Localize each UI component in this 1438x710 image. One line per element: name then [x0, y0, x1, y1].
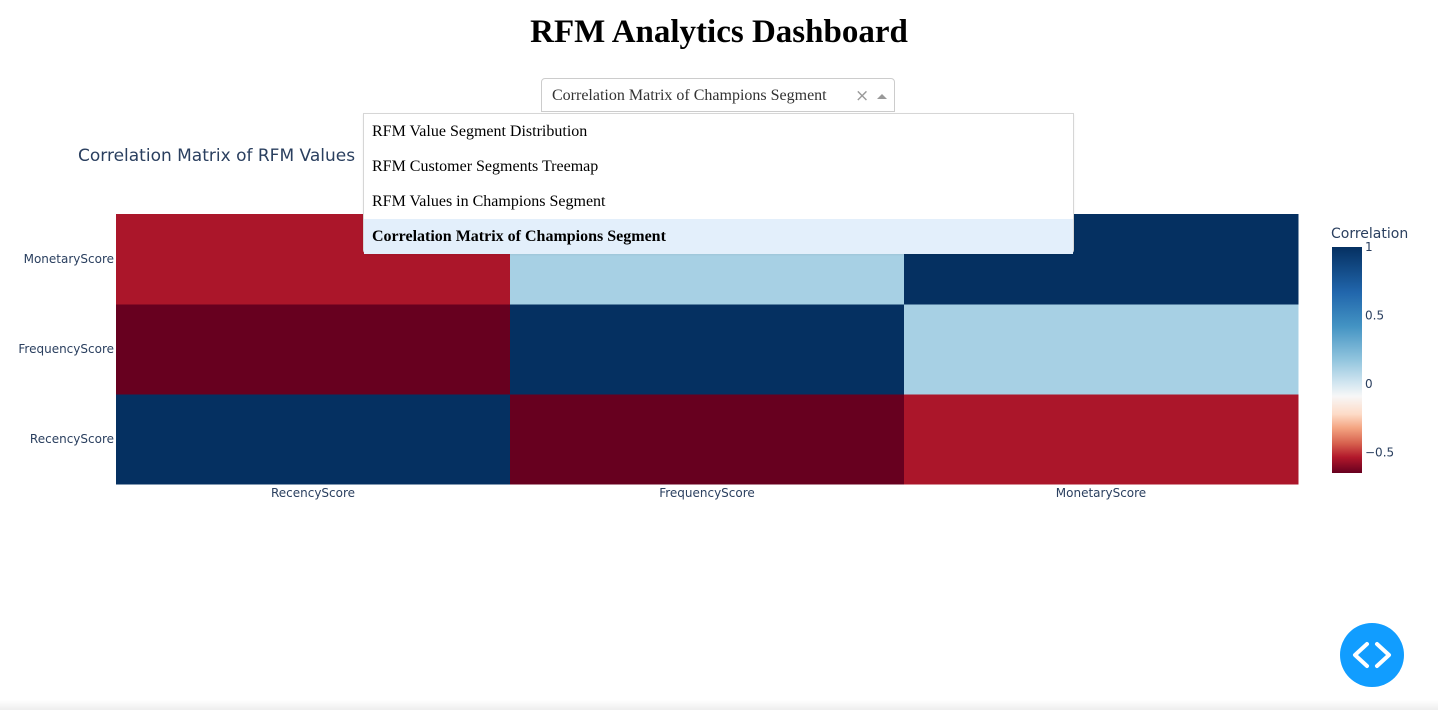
dropdown-option-selected[interactable]: Correlation Matrix of Champions Segment — [364, 219, 1073, 254]
chart-select-dropdown[interactable]: Correlation Matrix of Champions Segment … — [541, 78, 895, 112]
heatmap-cell — [116, 394, 511, 485]
heatmap-cell — [510, 394, 905, 485]
heatmap-cell — [510, 304, 905, 395]
chart-title: Correlation Matrix of RFM Values — [78, 146, 356, 166]
colorbar-gradient — [1332, 247, 1362, 473]
code-icon — [1353, 642, 1391, 668]
colorbar-title: Correlation — [1331, 226, 1408, 242]
dropdown-option[interactable]: RFM Value Segment Distribution — [372, 123, 588, 140]
clear-icon[interactable]: × — [855, 86, 870, 106]
x-tick-label: MonetaryScore — [1056, 486, 1146, 500]
dropdown-selected-value: Correlation Matrix of Champions Segment — [552, 87, 827, 104]
heatmap-cell — [116, 304, 511, 395]
caret-up-icon[interactable] — [877, 94, 887, 99]
dropdown-option[interactable]: RFM Values in Champions Segment — [372, 193, 606, 210]
colorbar-tick-label: 0.5 — [1365, 308, 1384, 322]
code-toggle-button[interactable] — [1340, 623, 1404, 687]
y-tick-label: FrequencyScore — [18, 342, 114, 356]
dropdown-option[interactable]: RFM Customer Segments Treemap — [372, 158, 599, 175]
x-tick-label: FrequencyScore — [659, 486, 755, 500]
dropdown-menu: RFM Value Segment Distribution RFM Custo… — [363, 113, 1074, 254]
colorbar-tick-label: −0.5 — [1365, 445, 1394, 459]
y-tick-label: MonetaryScore — [24, 252, 114, 266]
colorbar-tick-label: 0 — [1365, 377, 1373, 391]
bottom-shadow — [0, 700, 1438, 710]
colorbar-tick-label: 1 — [1365, 240, 1373, 254]
heatmap-cell — [904, 304, 1299, 395]
heatmap-cell — [904, 394, 1299, 485]
page-title: RFM Analytics Dashboard — [530, 14, 908, 50]
y-tick-label: RecencyScore — [30, 432, 114, 446]
x-tick-label: RecencyScore — [271, 486, 355, 500]
